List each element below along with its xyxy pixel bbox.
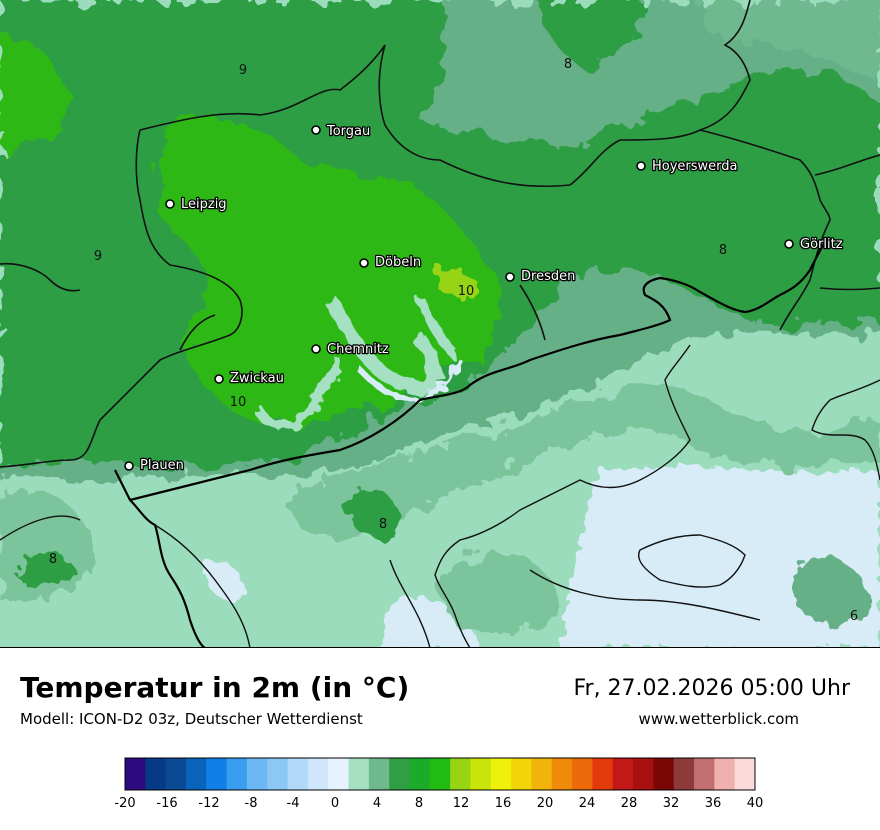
legend-swatch: [246, 758, 268, 790]
city-dot: [311, 344, 321, 354]
isotherm-label: 8: [379, 517, 387, 532]
temp-band-10-12: [0, 38, 501, 424]
legend-swatch: [389, 758, 410, 790]
region-borders: [0, 344, 880, 647]
legend-swatch: [145, 758, 167, 790]
legend-tick-label: -8: [245, 796, 258, 811]
legend-swatch: [409, 758, 431, 790]
legend-swatch: [714, 758, 736, 790]
legend-swatch: [633, 758, 654, 790]
legend-swatch: [490, 758, 512, 790]
isotherm-label: 8: [719, 243, 727, 258]
legend-tick-label: 16: [495, 796, 512, 811]
legend-swatch: [206, 758, 228, 790]
legend-swatch: [531, 758, 553, 790]
legend-swatch: [551, 758, 573, 790]
city-marker-chemnitz[interactable]: Chemnitz: [311, 341, 390, 358]
legend-tick-label: 40: [747, 796, 764, 811]
map-svg: 9 8 9 10 8 10 8 8 6 Torgau Leipzig Hoyer…: [0, 0, 880, 647]
city-dot: [359, 258, 369, 268]
city-marker-hoyerswerda[interactable]: Hoyerswerda: [636, 158, 739, 175]
legend-tick-label: 24: [579, 796, 596, 811]
legend-swatch: [592, 758, 614, 790]
city-label: Döbeln: [375, 255, 421, 270]
city-label: Chemnitz: [327, 342, 389, 357]
city-label: Dresden: [521, 269, 575, 284]
city-dot: [214, 374, 224, 384]
legend-swatch: [511, 758, 532, 790]
city-dot: [636, 161, 646, 171]
isotherm-label: 6: [850, 609, 858, 624]
country-border: [114, 239, 827, 647]
legend-tick-label: 12: [453, 796, 470, 811]
city-dot: [124, 461, 134, 471]
legend-tick-label: 32: [663, 796, 680, 811]
forecast-datetime: Fr, 27.02.2026 05:00 Uhr: [573, 676, 850, 701]
legend-tick-label: -16: [156, 796, 177, 811]
city-marker-torgau[interactable]: Torgau: [311, 123, 372, 140]
temperature-map: 9 8 9 10 8 10 8 8 6 Torgau Leipzig Hoyer…: [0, 0, 880, 648]
isotherm-label: 10: [458, 284, 475, 299]
city-marker-leipzig[interactable]: Leipzig: [165, 196, 228, 213]
legend-swatch: [612, 758, 634, 790]
city-marker-goerlitz[interactable]: Görlitz: [784, 236, 844, 253]
city-label: Zwickau: [230, 371, 284, 386]
color-legend: -20 -16 -12 -8 -4 0 4 8 12 16 20 24 28 32 36 40: [0, 755, 880, 815]
map-title: Temperatur in 2m (in °C): [20, 671, 410, 704]
legend-tick-label: 20: [537, 796, 554, 811]
legend-swatch: [450, 758, 471, 790]
city-dot: [505, 272, 515, 282]
legend-tick-label: 36: [705, 796, 722, 811]
model-info: Modell: ICON-D2 03z, Deutscher Wetterdie…: [20, 710, 363, 728]
isotherm-label: 9: [239, 63, 247, 78]
city-label: Görlitz: [800, 237, 843, 252]
legend-frame: [124, 757, 756, 791]
city-label: Leipzig: [181, 197, 227, 212]
legend-swatch: [287, 758, 309, 790]
legend-swatch: [734, 758, 756, 790]
legend-tick-label: 28: [621, 796, 638, 811]
legend-swatch: [165, 758, 187, 790]
isotherm-label: 8: [49, 552, 57, 567]
legend-swatch: [226, 758, 248, 790]
legend-svg: -20 -16 -12 -8 -4 0 4 8 12 16 20 24 28 32 36 40: [114, 757, 764, 811]
isotherm-label: 9: [94, 249, 102, 264]
city-label: Hoyerswerda: [652, 159, 738, 174]
legend-tick-label: -4: [287, 796, 300, 811]
legend-tick-label: 8: [415, 796, 423, 811]
city-dot: [311, 125, 321, 135]
city-dot: [784, 239, 794, 249]
isotherm-label: 10: [230, 395, 247, 410]
legend-swatch: [694, 758, 715, 790]
isotherm-label: 8: [564, 57, 572, 72]
legend-tick-label: 0: [331, 796, 339, 811]
legend-swatch: [673, 758, 695, 790]
city-dot: [165, 199, 175, 209]
legend-swatch: [368, 758, 390, 790]
legend-tick-label: -20: [114, 796, 135, 811]
legend-swatch: [185, 758, 207, 790]
isotherm-labels: 9 8 9 10 8 10 8 8 6: [49, 57, 858, 624]
legend-tick-label: 4: [373, 796, 381, 811]
legend-swatch: [572, 758, 593, 790]
city-marker-doebeln[interactable]: Döbeln: [359, 254, 422, 271]
legend-swatch: [429, 758, 451, 790]
city-marker-zwickau[interactable]: Zwickau: [214, 370, 285, 387]
legend-swatch: [348, 758, 370, 790]
city-marker-dresden[interactable]: Dresden: [505, 268, 577, 285]
website-link[interactable]: www.wetterblick.com: [638, 710, 799, 728]
legend-swatch: [328, 758, 349, 790]
city-markers: Torgau Leipzig Hoyerswerda Görlitz Döbel…: [124, 123, 844, 474]
legend-swatch: [307, 758, 329, 790]
legend-swatch: [653, 758, 675, 790]
city-label: Torgau: [326, 124, 370, 139]
legend-swatch: [267, 758, 288, 790]
legend-swatch: [470, 758, 492, 790]
legend-swatch: [125, 758, 146, 790]
state-borders: [0, 0, 880, 468]
legend-tick-label: -12: [198, 796, 219, 811]
city-label: Plauen: [140, 458, 184, 473]
city-marker-plauen[interactable]: Plauen: [124, 457, 185, 474]
